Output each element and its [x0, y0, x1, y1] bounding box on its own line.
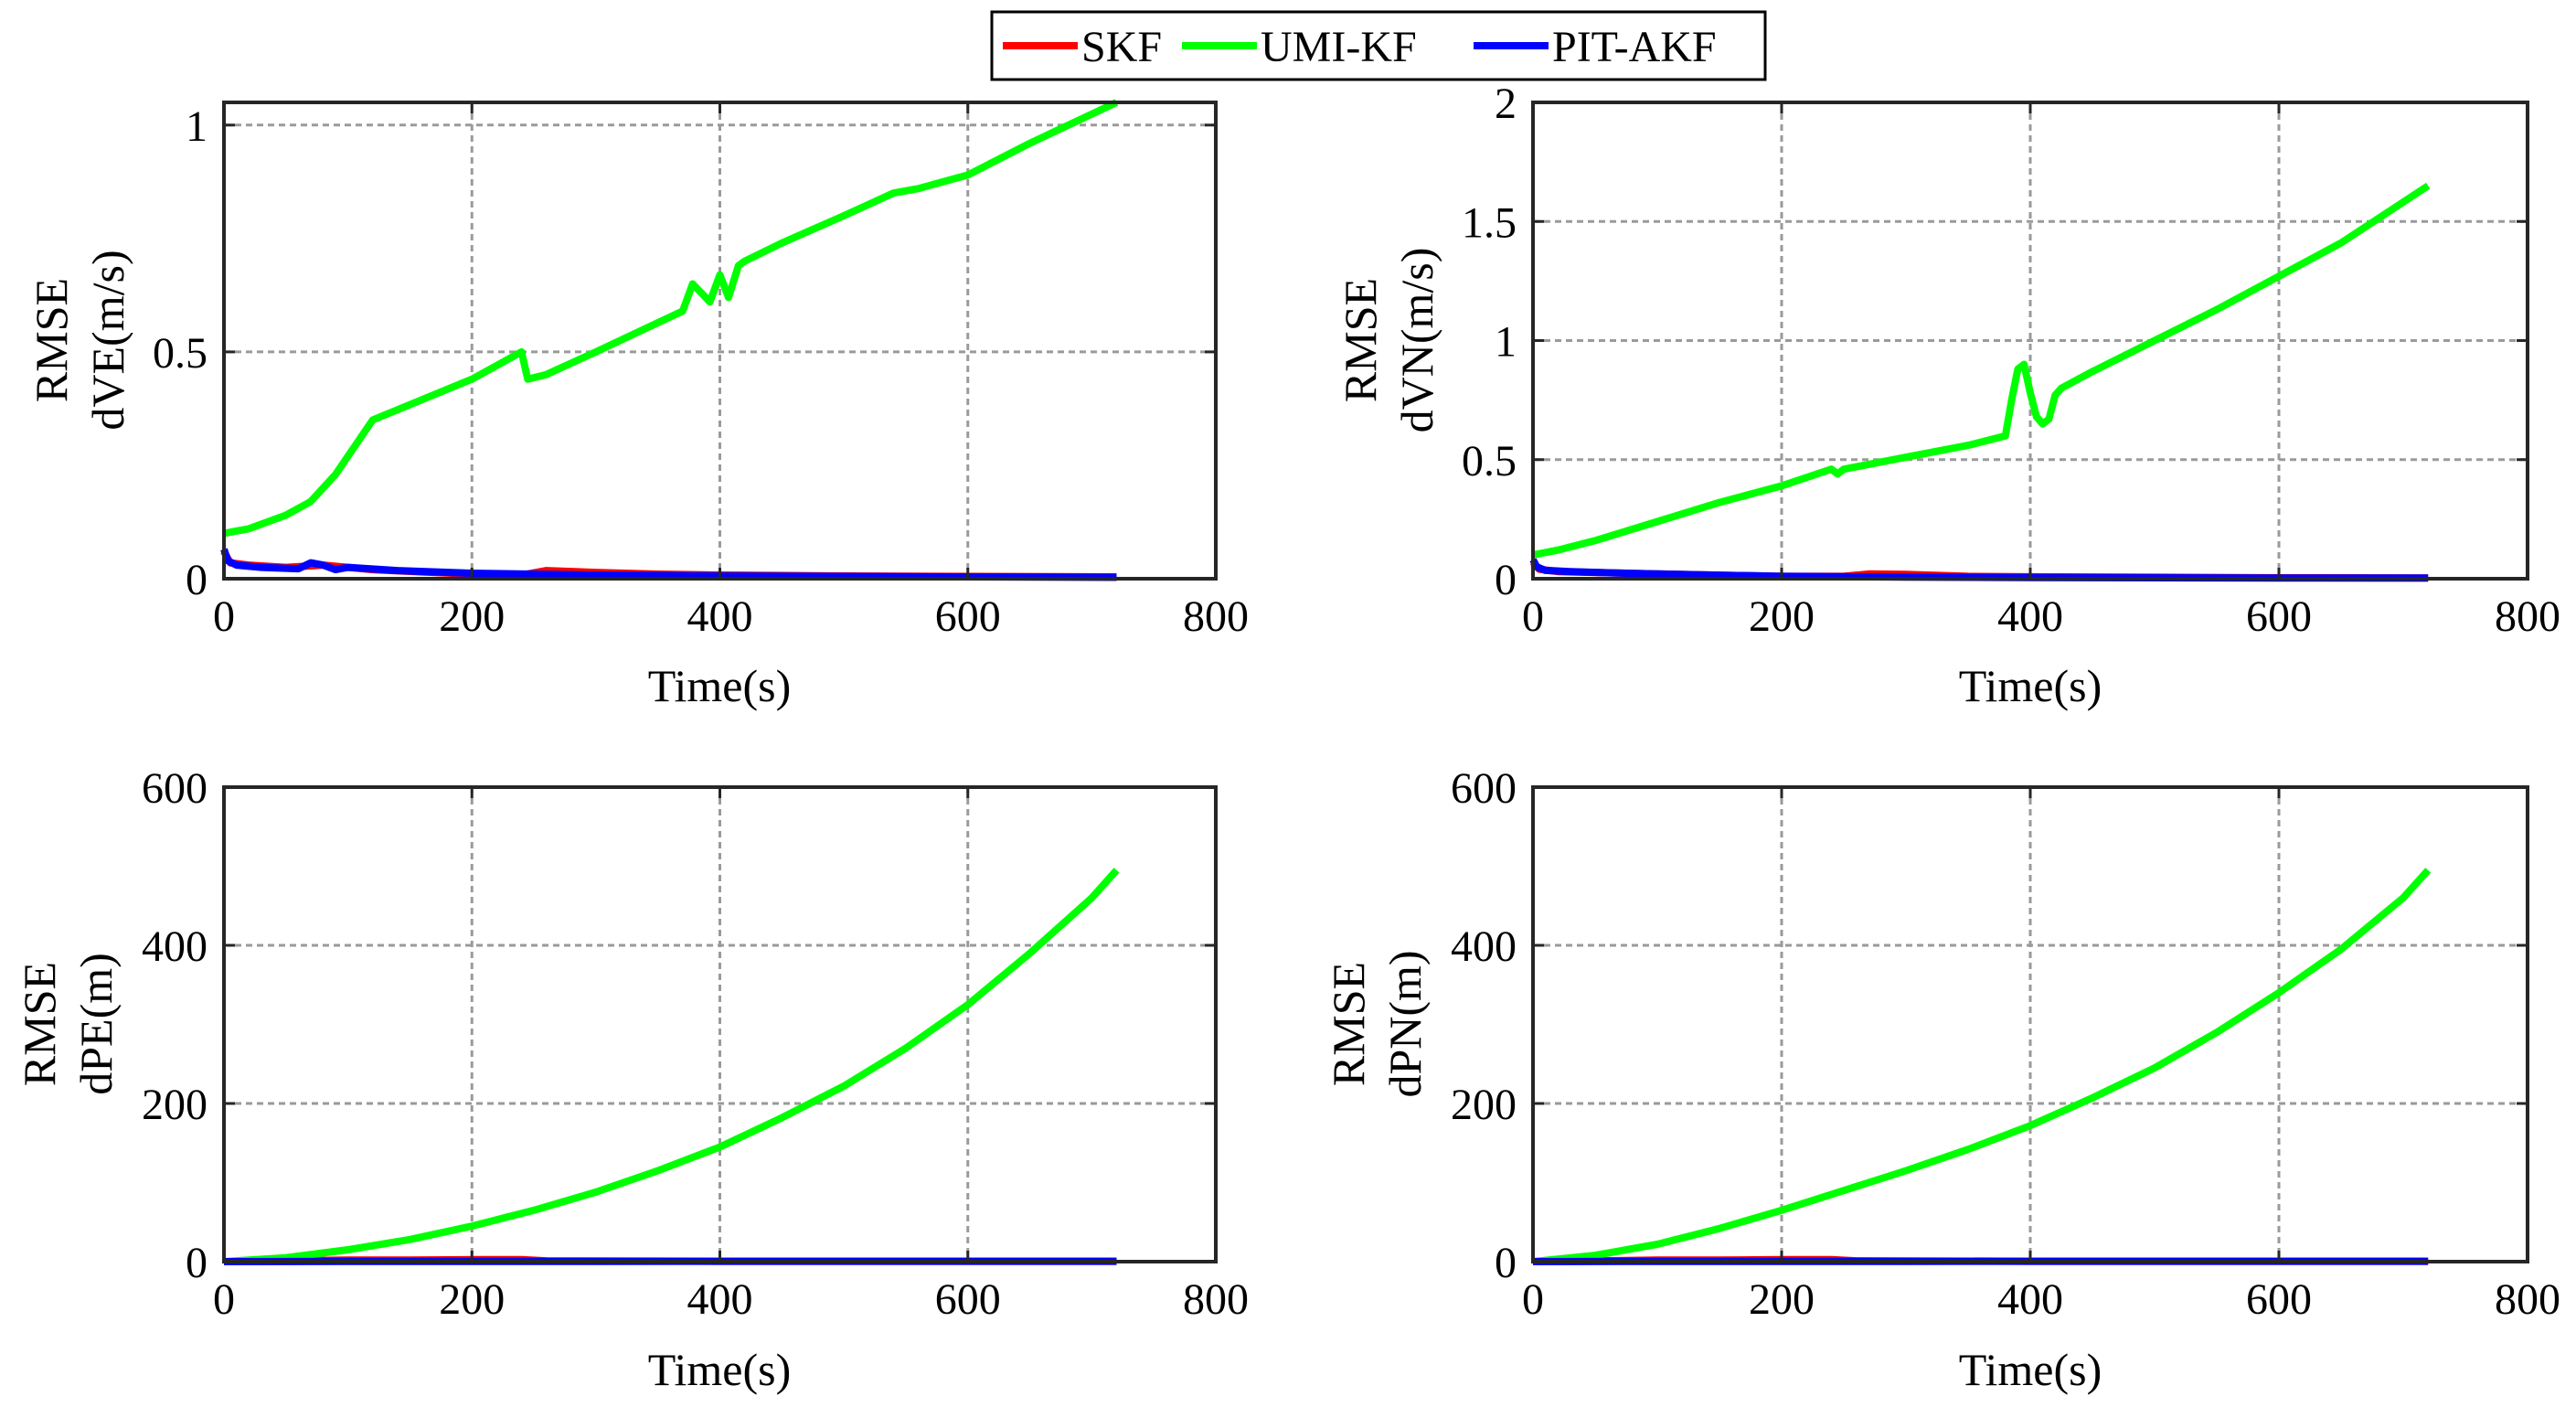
series-line-umi-kf	[1532, 868, 2432, 1265]
y-tick-label: 1	[186, 102, 208, 151]
x-tick-label: 800	[1183, 592, 1249, 641]
x-tick-label: 600	[935, 592, 1001, 641]
legend-label-pit-akf: PIT-AKF	[1552, 23, 1717, 71]
y-tick-label: 0	[1495, 556, 1517, 604]
x-tick-label: 800	[2495, 592, 2560, 641]
subplot-dpn: 0 200 400 600 800 0 200 400 600 Time(s) RMSE dPN…	[1323, 764, 2560, 1395]
x-axis-label: Time(s)	[648, 1344, 792, 1395]
x-tick-label: 0	[213, 1275, 235, 1324]
y-tick-label: 600	[1451, 764, 1517, 813]
y-tick-label: 0.5	[1462, 437, 1517, 485]
subplot-dvn: 0 200 400 600 800 0 0.5 1 1.5 2 Time(s) RMSE dVN(…	[1335, 80, 2560, 711]
y-tick-label: 600	[142, 764, 208, 813]
x-tick-label: 400	[687, 1275, 753, 1324]
x-tick-label: 400	[1997, 592, 2063, 641]
series-line-umi-kf	[223, 868, 1120, 1265]
y-tick-label: 0	[186, 556, 208, 604]
x-axis-label: Time(s)	[1959, 1344, 2102, 1395]
x-tick-label: 0	[213, 592, 235, 641]
y-tick-label: 0	[1495, 1239, 1517, 1287]
y-axis-label-line2: dVN(m/s)	[1391, 248, 1442, 433]
x-tick-label: 200	[439, 592, 505, 641]
x-axis-label: Time(s)	[1959, 660, 2102, 711]
y-axis-label-line1: RMSE	[1335, 278, 1386, 402]
legend: SKF UMI-KF PIT-AKF	[990, 10, 1767, 81]
x-tick-label: 600	[2246, 1275, 2312, 1324]
y-axis-label-line2: dPE(m)	[70, 953, 122, 1095]
y-tick-label: 1	[1495, 318, 1517, 367]
y-axis-label-line1: RMSE	[1323, 962, 1374, 1086]
x-axis-label: Time(s)	[648, 660, 792, 711]
subplot-dpe: 0 200 400 600 800 0 200 400 600 Time(s) RMSE dPE…	[14, 764, 1249, 1395]
y-axis-label-line1: RMSE	[14, 962, 65, 1086]
legend-label-umi-kf: UMI-KF	[1261, 23, 1417, 71]
series-line-umi-kf	[223, 99, 1119, 538]
x-tick-label: 400	[1997, 1275, 2063, 1324]
x-tick-label: 200	[439, 1275, 505, 1324]
y-axis-label-line2: dVE(m/s)	[82, 250, 133, 430]
series-line-pit-akf	[220, 548, 1117, 581]
x-tick-label: 600	[935, 1275, 1001, 1324]
subplot-dve: 0 200 400 600 800 0 0.5 1 Time(s) RMSE dVE(m/s)	[26, 99, 1249, 711]
y-tick-label: 0	[186, 1239, 208, 1287]
x-tick-label: 0	[1522, 1275, 1544, 1324]
x-tick-label: 800	[1183, 1275, 1249, 1324]
x-tick-label: 0	[1522, 592, 1544, 641]
y-axis-label-line2: dPN(m)	[1379, 950, 1431, 1097]
x-tick-label: 200	[1749, 592, 1815, 641]
y-tick-label: 200	[1451, 1081, 1517, 1129]
x-tick-label: 200	[1749, 1275, 1815, 1324]
legend-box	[990, 10, 1767, 81]
legend-label-skf: SKF	[1081, 23, 1162, 71]
y-tick-label: 200	[142, 1081, 208, 1129]
y-tick-label: 0.5	[153, 329, 208, 378]
x-tick-label: 600	[2246, 592, 2312, 641]
y-tick-label: 1.5	[1462, 198, 1517, 247]
series-line-umi-kf	[1532, 182, 2431, 559]
y-tick-label: 2	[1495, 80, 1517, 128]
y-tick-label: 400	[142, 922, 208, 971]
y-tick-label: 400	[1451, 922, 1517, 971]
x-tick-label: 400	[687, 592, 753, 641]
x-tick-label: 800	[2495, 1275, 2560, 1324]
y-axis-label-line1: RMSE	[26, 278, 77, 402]
